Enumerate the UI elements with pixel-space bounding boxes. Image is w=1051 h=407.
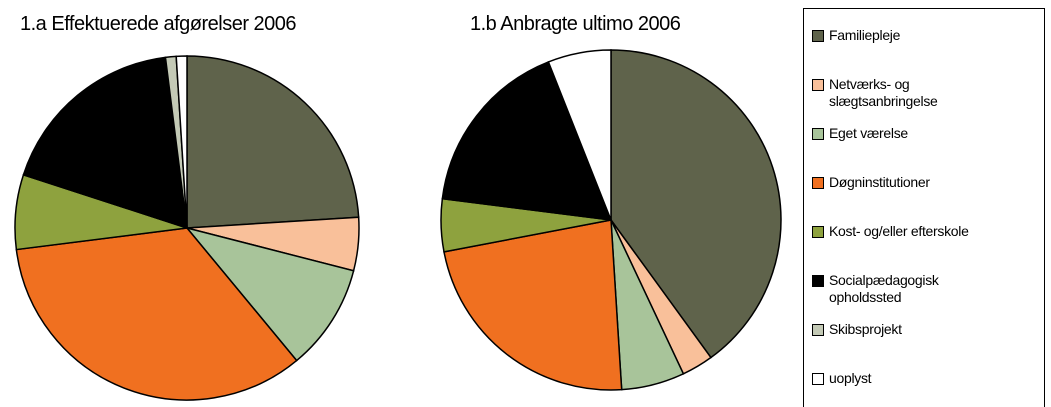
legend-item: uoplyst [812,370,872,387]
legend-swatch [812,30,824,42]
legend-item: Eget værelse [812,125,908,142]
legend-item: Kost- og/eller efterskole [812,223,969,240]
legend-item: Netværks- og slægtsanbringelse [812,76,979,110]
legend-swatch [812,275,824,287]
chart-title: 1.a Effektuerede afgørelser 2006 [20,13,296,35]
legend-swatch [812,128,824,140]
pie-slice [175,55,188,229]
legend-item: Døgninstitutioner [812,174,930,191]
pie-slice [186,55,360,229]
legend-label: Familiepleje [829,27,901,43]
legend-label: Døgninstitutioner [829,174,930,190]
legend-item: Familiepleje [812,27,900,44]
legend-item: Socialpædagogisk opholdssted [812,272,979,306]
legend-swatch [812,226,824,238]
legend-swatch [812,79,824,91]
pie-slice [443,219,623,391]
legend-label: Netværks- og slægtsanbringelse [829,76,938,109]
charts: 1.a Effektuerede afgørelser 2006 1.b Anbr… [14,13,782,401]
legend-item: Skibsprojekt [812,321,902,338]
legend-swatch [812,324,824,336]
pie-slice [441,60,613,221]
legend-label: Eget værelse [829,125,908,141]
chart-title: 1.b Anbragte ultimo 2006 [470,13,681,35]
pie-slice [15,227,298,401]
legend-label: uoplyst [829,370,872,386]
pie-slice [184,226,355,362]
legend-label: Skibsprojekt [829,321,902,337]
legend-swatch [812,177,824,189]
legend-label: Socialpædagogisk opholdssted [829,272,939,305]
legend-label: Kost- og/eller efterskole [829,223,969,239]
legend-swatch [812,373,824,385]
pie-slice [547,49,612,221]
pie-slice [610,49,782,359]
legend: Familiepleje Netværks- og slægtsanbringel… [803,8,1045,407]
pie-slice [22,56,188,230]
